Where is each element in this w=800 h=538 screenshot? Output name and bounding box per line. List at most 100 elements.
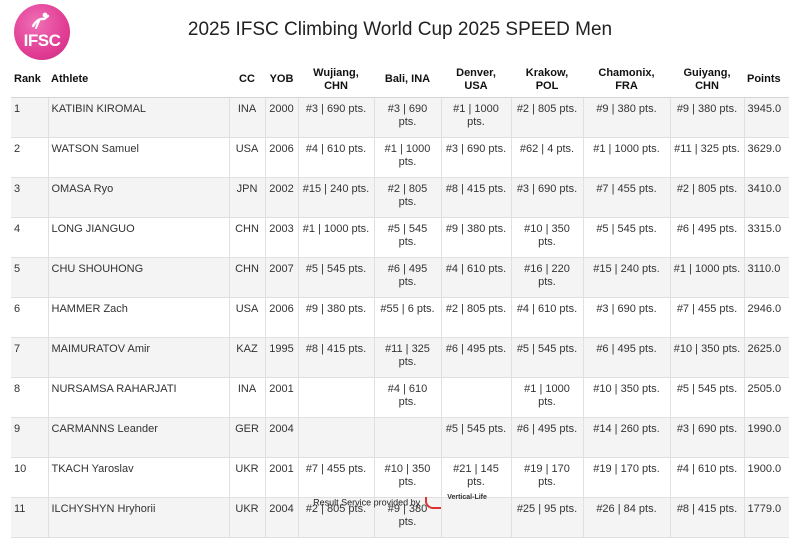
table-row[interactable]: 3 OMASA Ryo JPN 2002 #15 | 240 pts. #2 | 805 … [11, 177, 789, 218]
rank-cell: 4 [11, 217, 48, 258]
table-row[interactable]: 6 HAMMER Zach USA 2006 #9 | 380 pts. #55 | 6 … [11, 297, 789, 338]
country-code: UKR [228, 457, 265, 498]
event-result: #6 | 495 pts. [669, 217, 744, 258]
event-result: #8 | 415 pts. [297, 337, 374, 378]
page-title: 2025 IFSC Climbing World Cup 2025 SPEED … [187, 19, 613, 40]
rank-cell: 6 [11, 297, 48, 338]
header-yob[interactable]: YOB [265, 62, 298, 98]
year-of-birth: 2007 [264, 257, 298, 298]
rank-cell: 5 [11, 257, 48, 298]
total-points: 3945.0 [743, 97, 789, 138]
event-result: #21 | 145 pts. [440, 457, 511, 498]
event-result: #4 | 610 pts. [440, 257, 511, 298]
event-result: #7 | 455 pts. [582, 177, 670, 218]
event-result: #19 | 170 pts. [582, 457, 670, 498]
vertical-life-logo-icon [424, 497, 441, 509]
event-result [373, 417, 441, 458]
event-result: #9 | 380 pts. [440, 217, 511, 258]
event-result: #7 | 455 pts. [669, 297, 744, 338]
table-row[interactable]: 1 KATIBIN KIROMAL INA 2000 #3 | 690 pts. #3 |… [11, 97, 789, 138]
header-rank[interactable]: Rank [11, 62, 48, 98]
athlete-name: CHU SHOUHONG [47, 257, 229, 298]
rank-cell: 10 [11, 457, 48, 498]
event-result: #1 | 1000 pts. [510, 377, 583, 418]
table-row[interactable]: 9 CARMANNS Leander GER 2004 #5 | 545 pts. #6 … [11, 417, 789, 458]
year-of-birth: 2001 [264, 377, 298, 418]
athlete-name: MAIMURATOV Amir [47, 337, 229, 378]
year-of-birth: 2003 [264, 217, 298, 258]
event-result: #9 | 380 pts. [582, 97, 670, 138]
rank-cell: 7 [11, 337, 48, 378]
country-code: CHN [228, 257, 265, 298]
total-points: 2625.0 [743, 337, 789, 378]
event-result: #9 | 380 pts. [669, 97, 744, 138]
year-of-birth: 2006 [264, 137, 298, 178]
event-result: #3 | 690 pts. [510, 177, 583, 218]
athlete-name: NURSAMSA RAHARJATI [47, 377, 229, 418]
header-event[interactable]: Denver, USA [441, 62, 511, 98]
table-header-row: Rank Athlete CC YOB Wujiang, CHN Bali, I… [11, 62, 789, 98]
footer-brand[interactable]: Vertical-Life [447, 494, 487, 502]
event-result: #6 | 495 pts. [582, 337, 670, 378]
rank-cell: 1 [11, 97, 48, 138]
table-row[interactable]: 4 LONG JIANGUO CHN 2003 #1 | 1000 pts. #5 | 5… [11, 217, 789, 258]
year-of-birth: 1995 [264, 337, 298, 378]
country-code: INA [228, 97, 265, 138]
event-result: #11 | 325 pts. [669, 137, 744, 178]
athlete-name: TKACH Yaroslav [47, 457, 229, 498]
event-result: #3 | 690 pts. [297, 97, 374, 138]
table-row[interactable]: 10 TKACH Yaroslav UKR 2001 #7 | 455 pts. #10 … [11, 457, 789, 498]
event-result: #6 | 495 pts. [373, 257, 441, 298]
header-points[interactable]: Points [744, 62, 789, 98]
rank-cell: 9 [11, 417, 48, 458]
header-athlete[interactable]: Athlete [48, 62, 229, 98]
event-result: #5 | 545 pts. [582, 217, 670, 258]
header-event[interactable]: Bali, INA [374, 62, 441, 98]
event-result: #3 | 690 pts. [373, 97, 441, 138]
event-result: #4 | 610 pts. [510, 297, 583, 338]
event-result: #10 | 350 pts. [582, 377, 670, 418]
table-row[interactable]: 8 NURSAMSA RAHARJATI INA 2001 #4 | 610 pts. #… [11, 377, 789, 418]
event-result: #2 | 805 pts. [440, 297, 511, 338]
header-country[interactable]: CC [229, 62, 265, 98]
event-result [297, 377, 374, 418]
table-row[interactable]: 5 CHU SHOUHONG CHN 2007 #5 | 545 pts. #6 | 49… [11, 257, 789, 298]
event-result: #2 | 805 pts. [373, 177, 441, 218]
total-points: 1900.0 [743, 457, 789, 498]
event-result: #10 | 350 pts. [373, 457, 441, 498]
year-of-birth: 2004 [264, 417, 298, 458]
total-points: 3315.0 [743, 217, 789, 258]
ranking-table: Rank Athlete CC YOB Wujiang, CHN Bali, I… [11, 62, 789, 538]
event-result: #7 | 455 pts. [297, 457, 374, 498]
rank-cell: 3 [11, 177, 48, 218]
event-result: #4 | 610 pts. [373, 377, 441, 418]
athlete-name: KATIBIN KIROMAL [47, 97, 229, 138]
header-event[interactable]: Wujiang, CHN [298, 62, 374, 98]
event-result [440, 377, 511, 418]
event-result: #19 | 170 pts. [510, 457, 583, 498]
year-of-birth: 2000 [264, 97, 298, 138]
event-result: #4 | 610 pts. [297, 137, 374, 178]
footer-text: Result Service provided by [313, 497, 421, 508]
athlete-name: OMASA Ryo [47, 177, 229, 218]
climber-icon [31, 12, 50, 29]
header-event[interactable]: Krakow, POL [511, 62, 583, 98]
logo-text: IFSC [23, 31, 61, 50]
year-of-birth: 2006 [264, 297, 298, 338]
athlete-name: CARMANNS Leander [47, 417, 229, 458]
event-result: #5 | 545 pts. [510, 337, 583, 378]
year-of-birth: 2001 [264, 457, 298, 498]
event-result: #6 | 495 pts. [510, 417, 583, 458]
event-result: #3 | 690 pts. [440, 137, 511, 178]
header-event[interactable]: Guiyang, CHN [670, 62, 744, 98]
total-points: 3110.0 [743, 257, 789, 298]
table-row[interactable]: 2 WATSON Samuel USA 2006 #4 | 610 pts. #1 | 1… [11, 137, 789, 178]
event-result: #8 | 415 pts. [440, 177, 511, 218]
country-code: USA [228, 297, 265, 338]
event-result: #14 | 260 pts. [582, 417, 670, 458]
table-row[interactable]: 7 MAIMURATOV Amir KAZ 1995 #8 | 415 pts. #11 … [11, 337, 789, 378]
event-result: #3 | 690 pts. [669, 417, 744, 458]
event-result: #10 | 350 pts. [510, 217, 583, 258]
header-event[interactable]: Chamonix, FRA [583, 62, 670, 98]
event-result: #5 | 545 pts. [297, 257, 374, 298]
